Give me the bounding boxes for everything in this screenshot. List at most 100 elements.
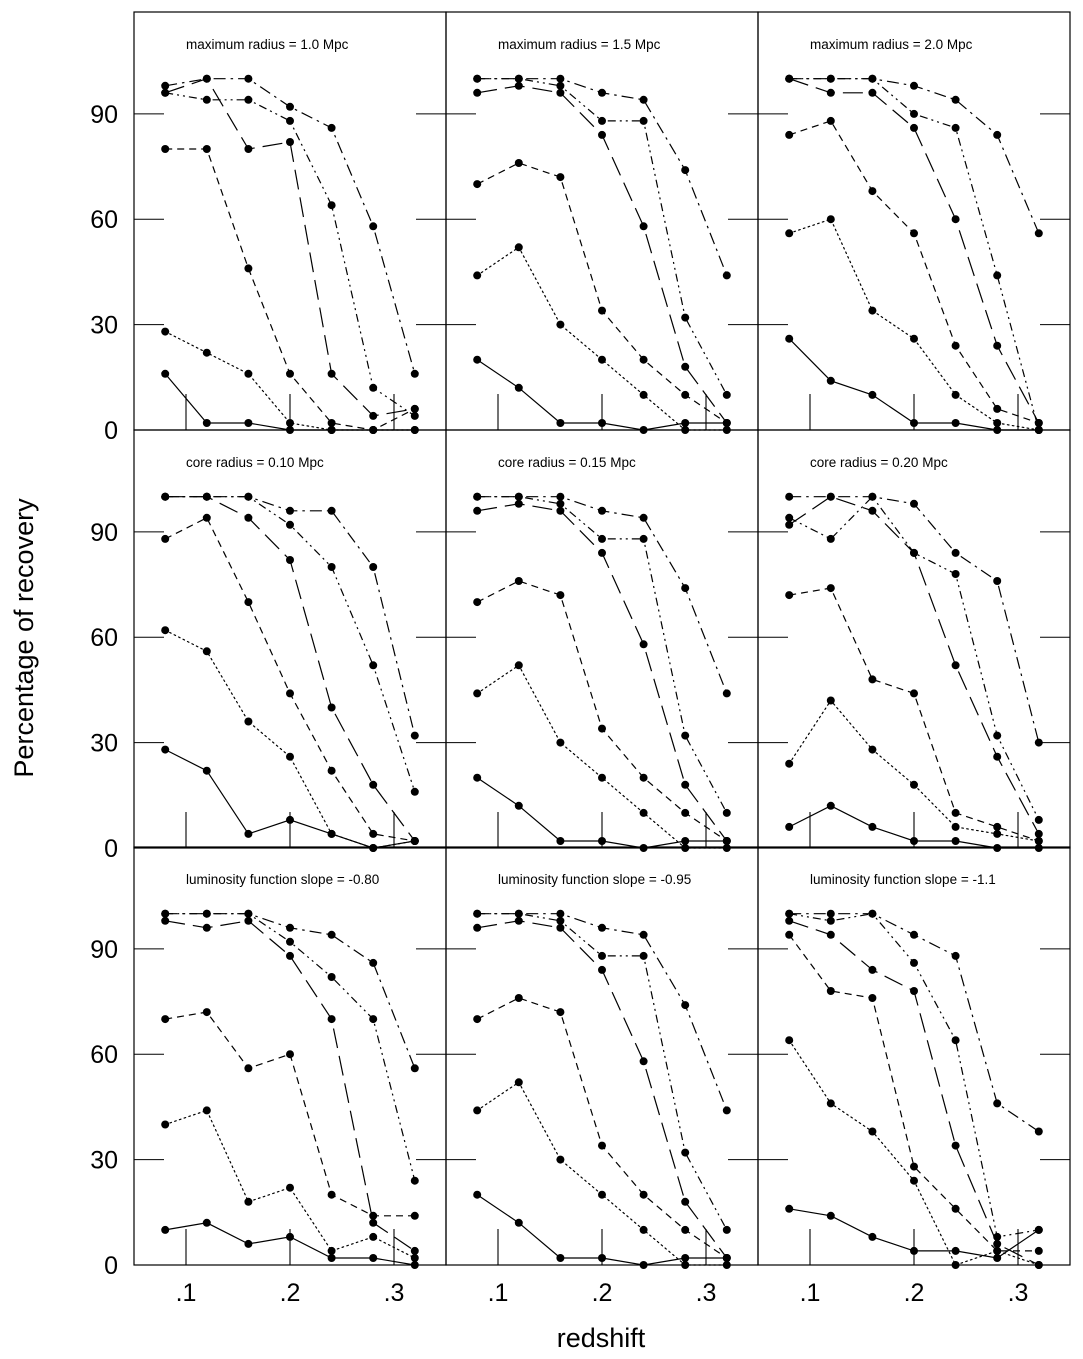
panel-frame [757,846,1071,1266]
data-point [681,731,690,740]
data-point [951,215,960,224]
data-point [514,916,523,925]
y-tick-label: 90 [90,519,118,547]
data-point [556,1155,565,1164]
data-point [514,801,523,810]
data-point [681,166,690,175]
data-point [473,598,482,607]
data-point [951,1261,960,1269]
panel-frame [133,429,447,849]
data-point [473,506,482,515]
panel-title: luminosity function slope = -1.1 [810,872,996,887]
data-point [951,661,960,670]
data-point [785,1204,794,1213]
data-point [910,123,918,132]
data-point [327,930,336,939]
data-point [639,773,648,782]
data-point [951,1204,960,1213]
data-point [327,201,336,210]
panel-3: maximum radius = 2.0 Mpc [757,11,1071,434]
data-point [410,1211,419,1220]
data-point [993,341,1002,350]
data-point [286,815,294,824]
data-point [639,1190,648,1199]
data-point [598,1141,606,1150]
data-point [202,1008,211,1017]
data-point [639,1057,648,1066]
data-point [202,145,211,153]
data-point [910,1176,918,1185]
panel-title: luminosity function slope = -0.95 [498,872,691,887]
data-point [556,88,565,97]
data-point [639,930,648,939]
data-point [910,548,918,557]
data-point [286,923,294,932]
panel-title: luminosity function slope = -0.80 [186,872,379,887]
data-point [244,74,253,83]
series-dotted [473,1078,731,1269]
data-point [639,95,648,104]
series-line-dash-dot [789,496,1040,743]
series-line-dash-dot [789,913,1040,1132]
data-point [993,419,1002,427]
series-solid [473,355,731,434]
data-point [202,909,211,918]
data-point [410,787,419,796]
data-point [556,492,565,501]
series-short-dash [473,159,731,427]
data-point [556,923,565,932]
data-point [473,74,482,83]
panel-frame [445,429,759,849]
data-point [826,74,835,83]
data-point [161,745,170,754]
series-dash-dot [473,909,731,1115]
data-point [327,1015,336,1024]
data-point [681,584,690,593]
data-point [556,506,565,515]
x-tick-label: .1 [800,1279,821,1307]
series-short-dash [161,513,419,845]
data-point [1034,844,1043,852]
data-point [286,556,294,564]
x-axis-label: redshift [557,1323,646,1353]
data-point [681,390,690,399]
panel-frame [445,846,759,1266]
data-point [868,909,877,918]
series-dash-dot-dot [785,909,1043,1241]
panel-5: core radius = 0.15 Mpc [445,429,759,852]
series-line-dash-dot-dot [165,496,416,792]
data-point [951,341,960,350]
data-point [473,1106,482,1115]
data-point [556,909,565,918]
data-point [785,909,794,918]
data-point [785,229,794,238]
data-point [514,994,523,1002]
series-line-dash-dot [165,496,416,736]
series-dash-dot-dot [473,909,731,1234]
series-line-long-dash [165,920,416,1252]
data-point [514,243,523,252]
data-point [202,513,211,522]
data-point [785,130,794,139]
data-point [868,994,877,1002]
data-point [286,689,294,698]
data-point [598,951,606,960]
data-point [826,909,835,918]
data-point [722,1254,731,1262]
data-point [410,1254,419,1262]
data-point [244,264,253,273]
data-point [473,271,482,280]
data-point [826,215,835,224]
panel-title: maximum radius = 1.5 Mpc [498,37,661,52]
data-point [826,88,835,97]
data-point [868,492,877,501]
data-point [785,520,794,529]
data-point [286,369,294,378]
data-point [598,355,606,364]
series-line-dash-dot-dot [477,913,728,1231]
data-point [161,1120,170,1129]
data-point [722,1225,731,1234]
series-short-dash [785,584,1043,845]
series-dash-dot [161,74,419,378]
y-tick-label: 90 [90,101,118,129]
